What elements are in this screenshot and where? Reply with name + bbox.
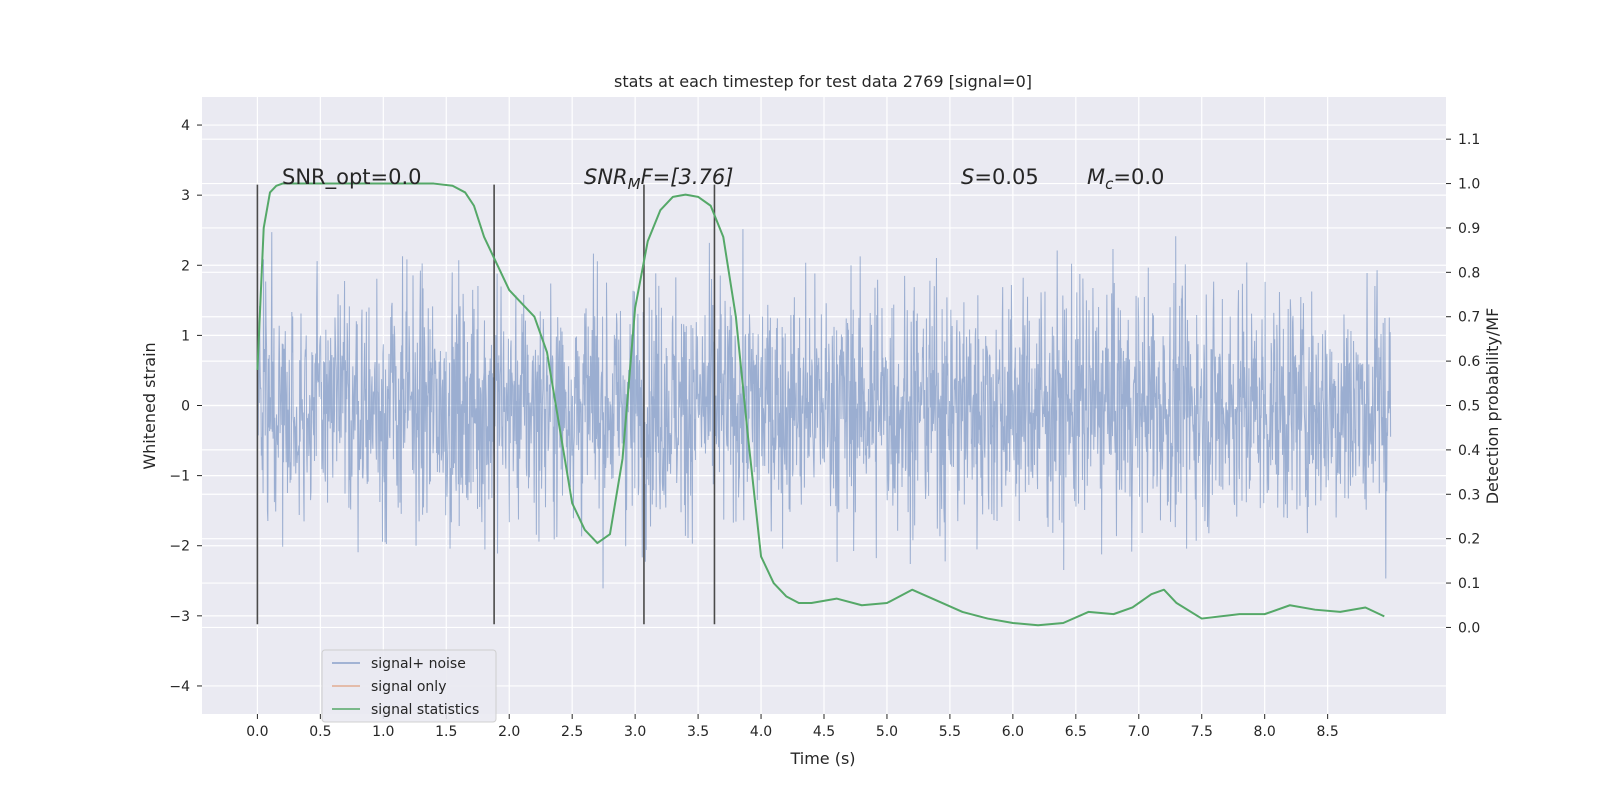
x-tick-label: 3.5 xyxy=(687,724,709,740)
x-tick-label: 1.0 xyxy=(372,724,394,740)
signal-statistics-series xyxy=(256,182,1385,627)
y2-tick-label: 0.5 xyxy=(1458,399,1480,415)
annotation-mc-sub: c xyxy=(1105,175,1114,193)
x-tick-label: 3.0 xyxy=(624,724,646,740)
annotation-mc-rest: =0.0 xyxy=(1113,165,1164,189)
x-tick-label: 5.0 xyxy=(876,724,898,740)
y-tick-label: 1 xyxy=(181,328,190,344)
x-tick-label: 0.0 xyxy=(246,724,268,740)
x-tick-label: 4.0 xyxy=(750,724,772,740)
x-tick-label: 8.5 xyxy=(1317,724,1339,740)
annotation-s-main: S xyxy=(961,165,974,189)
x-axis-ticks: 0.0 0.5 1.0 1.5 2.0 2.5 3.0 3.5 4.0 4.5 5.0 5.5 6.0 6… xyxy=(246,714,1339,740)
x-tick-label: 7.0 xyxy=(1128,724,1150,740)
legend-label-signal-noise: signal+ noise xyxy=(371,656,466,672)
y-tick-label: 2 xyxy=(181,258,190,274)
x-tick-label: 2.5 xyxy=(561,724,583,740)
y-tick-label: 0 xyxy=(181,399,190,415)
y2-tick-label: 1.0 xyxy=(1458,177,1480,193)
legend-label-signal-statistics: signal statistics xyxy=(371,702,479,718)
y-tick-label: 3 xyxy=(181,188,190,204)
x-tick-label: 7.5 xyxy=(1191,724,1213,740)
y2-tick-label: 0.0 xyxy=(1458,620,1480,636)
y-tick-label: −4 xyxy=(169,679,190,695)
x-tick-label: 4.5 xyxy=(813,724,835,740)
signal-noise-trace xyxy=(256,229,1392,589)
annotation-snr-mf-rest: F=[3.76] xyxy=(641,165,734,189)
signal-noise-series xyxy=(256,229,1392,589)
y2-tick-label: 0.3 xyxy=(1458,487,1480,503)
y2-tick-label: 0.7 xyxy=(1458,310,1480,326)
annotations: SNR_opt=0.0 SNRMF=[3.76] S=0.05 Mc=0.0 xyxy=(282,165,1164,193)
y2-tick-label: 0.9 xyxy=(1458,221,1480,237)
y-axis-label: Whitened strain xyxy=(140,342,159,469)
y2-axis-label: Detection probability/MF xyxy=(1483,308,1502,505)
x-tick-label: 2.0 xyxy=(498,724,520,740)
legend-label-signal-only: signal only xyxy=(371,679,446,695)
signal-statistics-line xyxy=(256,182,1385,627)
legend: signal+ noise signal only signal statist… xyxy=(321,649,497,723)
annotation-s-rest: =0.05 xyxy=(974,165,1038,189)
legend-box xyxy=(321,649,497,723)
y-tick-label: −3 xyxy=(169,609,190,625)
y2-tick-label: 0.8 xyxy=(1458,265,1480,281)
x-tick-label: 5.5 xyxy=(939,724,961,740)
chart-title: stats at each timestep for test data 276… xyxy=(614,72,1032,91)
y2-tick-label: 1.1 xyxy=(1458,132,1480,148)
annotation-snr-mf-main: SNR xyxy=(584,165,628,189)
y-tick-label: −2 xyxy=(169,539,190,555)
annotation-snr-opt: SNR_opt=0.0 xyxy=(282,165,422,190)
annotation-s: S=0.05 xyxy=(961,165,1039,189)
y-tick-label: 4 xyxy=(181,118,190,134)
y-tick-label: −1 xyxy=(169,469,190,485)
annotation-snr-mf: SNRMF=[3.76] xyxy=(584,165,733,193)
y2-tick-label: 0.6 xyxy=(1458,354,1480,370)
x-tick-label: 6.5 xyxy=(1065,724,1087,740)
annotation-mc-main: M xyxy=(1087,165,1105,189)
y2-axis-ticks: 1.1 1.0 0.9 0.8 0.7 0.6 0.5 0.4 0.3 0.2 0.1 0.0 xyxy=(1446,132,1480,636)
x-tick-label: 6.0 xyxy=(1002,724,1024,740)
y2-tick-label: 0.4 xyxy=(1458,443,1480,459)
x-tick-label: 1.5 xyxy=(435,724,457,740)
y-axis-ticks: 4 3 2 1 0 −1 −2 −3 −4 xyxy=(169,118,202,695)
annotation-mc: Mc=0.0 xyxy=(1087,165,1164,193)
x-axis-label: Time (s) xyxy=(789,749,855,768)
y2-tick-label: 0.2 xyxy=(1458,532,1480,548)
annotation-snr-mf-sub: M xyxy=(628,175,641,193)
x-tick-label: 0.5 xyxy=(309,724,331,740)
y2-tick-label: 0.1 xyxy=(1458,576,1480,592)
x-tick-label: 8.0 xyxy=(1254,724,1276,740)
